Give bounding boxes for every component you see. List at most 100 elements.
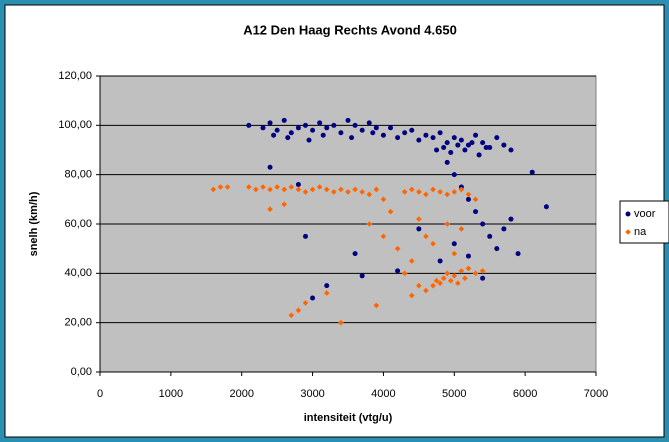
point [210,186,217,193]
point [434,147,440,153]
point [437,280,443,286]
y-tick-label: 40,00 [64,267,92,279]
point [430,186,436,193]
point [494,246,500,252]
point [281,201,288,208]
point [401,189,408,195]
point [395,268,401,274]
point [508,216,514,222]
point [458,137,464,143]
y-tick-label: 80,00 [64,169,92,181]
point [260,184,266,190]
point [338,186,344,193]
point [451,250,458,257]
point [253,186,259,193]
point [395,135,401,141]
point [331,189,337,195]
point [402,130,408,136]
point [458,268,465,274]
point [440,275,447,282]
point [323,186,330,193]
point [423,132,429,138]
point [416,137,422,143]
point [274,127,280,133]
point [458,226,465,232]
point [217,184,224,190]
point [416,216,422,222]
point [302,300,309,306]
point [380,233,387,240]
point [515,251,521,257]
point [366,221,373,227]
point [246,122,252,128]
point [444,221,450,227]
x-tick-label: 6000 [513,388,537,400]
point [352,251,358,257]
legend-label: na [634,226,647,238]
point [437,189,443,195]
point [345,189,351,195]
point [430,282,436,289]
point [302,233,308,239]
point [465,253,471,259]
point [451,273,458,279]
x-tick-label: 7000 [584,388,608,400]
legend-box [619,200,669,244]
point [508,147,514,153]
y-tick-label: 60,00 [64,218,92,230]
point [359,189,365,195]
point [473,132,479,138]
x-tick-label: 1000 [159,388,183,400]
point [423,233,429,240]
x-tick-label: 4000 [371,388,395,400]
point [433,277,440,284]
point [476,152,482,158]
point [473,209,479,215]
point [388,125,394,131]
point [423,287,429,294]
point [349,135,355,141]
point [444,191,450,198]
point [331,122,337,128]
point [310,295,316,301]
point [501,142,507,148]
point [224,184,231,190]
point [281,186,288,193]
point [462,147,468,153]
point [267,206,273,212]
point [302,122,308,128]
point [366,120,372,126]
point [543,204,549,210]
point [472,270,479,277]
x-tick-label: 0 [97,388,103,400]
point [345,117,351,123]
point [444,159,450,165]
point [408,292,415,299]
point [366,191,373,198]
point [408,186,415,193]
point [288,184,295,190]
point [352,122,358,128]
point [246,184,252,190]
x-tick-label: 5000 [442,388,466,400]
point [260,125,266,131]
point [451,135,457,141]
point [295,186,302,193]
point [359,273,365,279]
point [274,184,280,190]
point [338,130,344,136]
point [465,196,471,202]
point [529,169,535,175]
point [316,184,323,190]
point [480,140,486,146]
point [295,125,301,131]
y-tick-label: 0,00 [71,366,92,378]
point [455,142,461,148]
point [267,164,273,170]
point [370,130,376,136]
point [306,137,312,143]
point [465,191,472,198]
point [408,258,415,264]
point [444,140,450,146]
